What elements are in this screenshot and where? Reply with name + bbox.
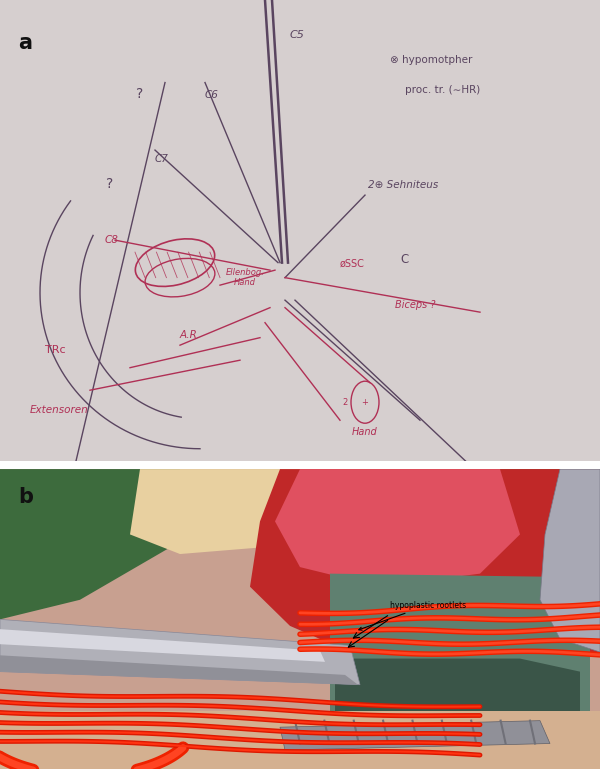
Text: Ellenbog.
Hand: Ellenbog. Hand (226, 268, 265, 287)
Text: C5: C5 (290, 29, 305, 39)
Text: b: b (18, 488, 33, 508)
Polygon shape (0, 469, 180, 619)
Text: øSSC: øSSC (340, 259, 365, 269)
Text: TRc: TRc (45, 345, 65, 355)
Polygon shape (250, 469, 600, 678)
Text: Extensoren: Extensoren (30, 404, 89, 414)
Polygon shape (460, 469, 600, 613)
Polygon shape (130, 469, 330, 554)
Text: +: + (362, 398, 368, 407)
Polygon shape (0, 655, 358, 684)
Polygon shape (280, 721, 550, 750)
Text: A.R.: A.R. (179, 330, 200, 340)
Text: C: C (400, 253, 408, 265)
Text: C7: C7 (155, 154, 169, 164)
Text: ⊗ hypomotpher: ⊗ hypomotpher (390, 55, 472, 65)
Text: 2⊕ Sehniteus: 2⊕ Sehniteus (368, 180, 438, 190)
Text: C6: C6 (205, 89, 219, 99)
Polygon shape (0, 629, 325, 662)
Text: ?: ? (136, 87, 143, 101)
Text: Biceps ?: Biceps ? (395, 300, 436, 310)
Polygon shape (335, 658, 580, 744)
Polygon shape (275, 469, 520, 587)
Text: proc. tr. (∼HR): proc. tr. (∼HR) (405, 85, 480, 95)
Text: C8: C8 (105, 235, 119, 245)
Polygon shape (330, 574, 590, 744)
Text: a: a (18, 33, 32, 53)
Text: 2: 2 (343, 398, 348, 407)
Text: hypoplastic rootlets: hypoplastic rootlets (359, 601, 466, 630)
Polygon shape (0, 619, 360, 684)
Polygon shape (540, 469, 600, 652)
Text: ?: ? (106, 177, 113, 191)
Text: Hand: Hand (352, 428, 378, 438)
Polygon shape (0, 711, 600, 769)
